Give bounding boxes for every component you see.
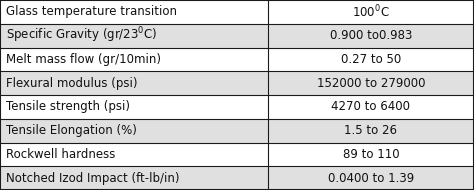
Text: 100$^0$C: 100$^0$C bbox=[352, 4, 390, 20]
Bar bbox=[0, 142, 474, 166]
Text: Specific Gravity (gr/23$^0$C): Specific Gravity (gr/23$^0$C) bbox=[6, 26, 157, 45]
Bar bbox=[0, 48, 474, 71]
Text: Tensile strength (psi): Tensile strength (psi) bbox=[6, 100, 130, 113]
Text: 0.900 to0.983: 0.900 to0.983 bbox=[330, 29, 412, 42]
Text: Notched Izod Impact (ft-lb/in): Notched Izod Impact (ft-lb/in) bbox=[6, 172, 179, 185]
Bar bbox=[0, 71, 474, 95]
Bar bbox=[0, 0, 474, 24]
Text: Tensile Elongation (%): Tensile Elongation (%) bbox=[6, 124, 137, 137]
Text: 0.0400 to 1.39: 0.0400 to 1.39 bbox=[328, 172, 414, 185]
Text: 1.5 to 26: 1.5 to 26 bbox=[345, 124, 397, 137]
Bar bbox=[0, 24, 474, 48]
Text: 4270 to 6400: 4270 to 6400 bbox=[331, 100, 410, 113]
Text: Rockwell hardness: Rockwell hardness bbox=[6, 148, 115, 161]
Text: Glass temperature transition: Glass temperature transition bbox=[6, 5, 177, 18]
Text: 0.27 to 50: 0.27 to 50 bbox=[341, 53, 401, 66]
Bar bbox=[0, 119, 474, 142]
Bar bbox=[0, 95, 474, 119]
Bar bbox=[0, 166, 474, 190]
Text: 89 to 110: 89 to 110 bbox=[343, 148, 399, 161]
Text: Flexural modulus (psi): Flexural modulus (psi) bbox=[6, 77, 137, 90]
Text: 152000 to 279000: 152000 to 279000 bbox=[317, 77, 425, 90]
Text: Melt mass flow (gr/10min): Melt mass flow (gr/10min) bbox=[6, 53, 161, 66]
